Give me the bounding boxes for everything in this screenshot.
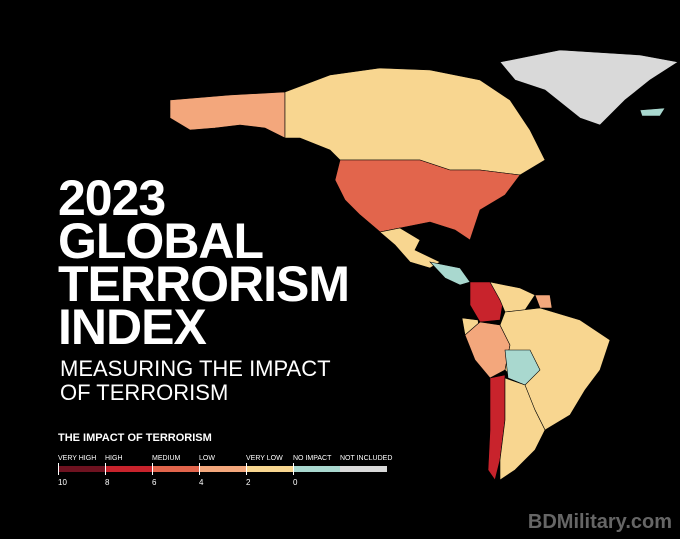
mexico [359,214,441,269]
legend-label: VERY LOW [246,455,283,462]
iceland [639,107,666,117]
legend-swatch [105,466,152,472]
watermark: BDMilitary.com [528,511,672,533]
legend-swatch [246,466,293,472]
greenland [499,49,679,126]
legend-scale-label: 0 [293,478,298,487]
alaska [169,91,286,139]
usa [334,159,521,241]
legend-scale-label: 4 [199,478,204,487]
legend-label: HIGH [105,455,123,462]
guianas [534,294,553,309]
brazil [499,307,611,431]
legend-scale-label: 10 [58,478,67,487]
legend-swatch [58,466,105,472]
legend-scale-label: 2 [246,478,251,487]
legend-label: MEDIUM [152,455,181,462]
title-line: INDEX [58,299,206,355]
legend-swatch [340,466,387,472]
legend-label: NO IMPACT [293,455,332,462]
map [169,49,679,481]
title-line: TERRORISM [58,256,349,312]
subtitle-line: OF TERRORISM [60,380,228,405]
legend-label: NOT INCLUDED [340,455,392,462]
title-line: GLOBAL [58,213,263,269]
legend-scale-label: 8 [105,478,110,487]
legend-swatch [293,466,340,472]
legend-swatch [199,466,246,472]
legend-label: LOW [199,455,215,462]
title-line: 2023 [58,170,165,226]
argentina [499,377,546,481]
legend-swatch [152,466,199,472]
legend-scale-label: 6 [152,478,157,487]
central-america [429,261,471,286]
subtitle-line: MEASURING THE IMPACT [60,356,331,381]
bolivia [504,349,541,386]
legend-title: THE IMPACT OF TERRORISM [58,432,212,444]
legend-label: VERY HIGH [58,455,96,462]
